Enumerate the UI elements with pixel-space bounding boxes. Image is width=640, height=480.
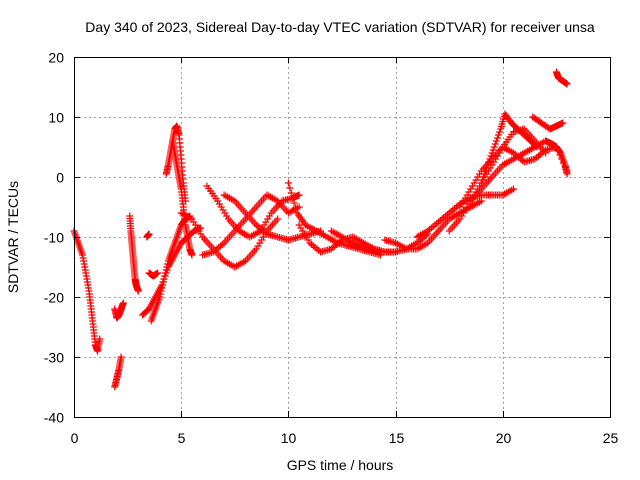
y-tick-label: 20 bbox=[48, 50, 64, 66]
data-point bbox=[292, 204, 300, 212]
data-point bbox=[284, 179, 292, 187]
series-track-8 bbox=[145, 269, 162, 280]
x-axis-label: GPS time / hours bbox=[287, 457, 394, 473]
x-tick-label: 20 bbox=[496, 430, 512, 446]
data-point bbox=[556, 148, 564, 156]
data-point bbox=[532, 142, 540, 150]
series-track-25 bbox=[542, 137, 571, 178]
y-tick-label: 0 bbox=[56, 170, 64, 186]
data-point bbox=[145, 230, 153, 238]
x-tick-label: 5 bbox=[178, 430, 186, 446]
data-point bbox=[510, 185, 518, 193]
data-point bbox=[156, 290, 164, 298]
data-point bbox=[477, 197, 485, 205]
data-point bbox=[286, 184, 294, 192]
y-axis-label: SDTVAR / TECUs bbox=[5, 181, 21, 293]
series-track-18 bbox=[381, 197, 485, 253]
data-marks bbox=[70, 68, 571, 391]
series-track-6 bbox=[143, 230, 153, 241]
data-point bbox=[162, 266, 170, 274]
data-point bbox=[490, 143, 498, 151]
data-point bbox=[488, 149, 496, 157]
data-point bbox=[484, 161, 492, 169]
data-point bbox=[290, 199, 298, 207]
data-point bbox=[486, 155, 494, 163]
data-point bbox=[487, 152, 495, 160]
data-point bbox=[156, 293, 164, 301]
data-point bbox=[477, 179, 485, 187]
chart-title: Day 340 of 2023, Sidereal Day-to-day VTE… bbox=[85, 19, 595, 35]
data-point bbox=[289, 194, 297, 202]
data-point bbox=[96, 335, 104, 343]
data-point bbox=[496, 128, 504, 136]
series-track-13 bbox=[203, 182, 303, 241]
series-track-2 bbox=[111, 353, 125, 391]
y-tick-label: 10 bbox=[48, 110, 64, 126]
data-point bbox=[154, 269, 162, 277]
x-tick-label: 25 bbox=[603, 430, 619, 446]
data-point bbox=[491, 140, 499, 148]
x-tick-label: 10 bbox=[281, 430, 297, 446]
data-point bbox=[159, 281, 167, 289]
x-tick-label: 0 bbox=[71, 430, 79, 446]
series-track-26 bbox=[552, 68, 571, 88]
data-point bbox=[478, 176, 486, 184]
data-point bbox=[157, 287, 165, 295]
series-track-4 bbox=[126, 212, 142, 295]
data-point bbox=[163, 263, 171, 271]
data-point bbox=[160, 275, 168, 283]
data-point bbox=[559, 119, 567, 127]
data-point bbox=[483, 164, 491, 172]
data-point bbox=[489, 146, 497, 154]
data-point bbox=[117, 353, 125, 361]
series-track-10 bbox=[169, 137, 196, 259]
data-point bbox=[188, 251, 196, 259]
data-point bbox=[481, 170, 489, 178]
y-tick-label: -10 bbox=[44, 230, 64, 246]
series-track-24 bbox=[529, 113, 567, 133]
data-point bbox=[161, 269, 169, 277]
data-point bbox=[164, 260, 172, 268]
data-point bbox=[563, 80, 571, 88]
data-point bbox=[563, 170, 571, 178]
axis-ticks: 0 5 10 15 20 25 -40 -30 -20 -10 0 10 20 bbox=[44, 50, 619, 447]
data-point bbox=[485, 158, 493, 166]
data-point bbox=[158, 284, 166, 292]
data-point bbox=[134, 287, 142, 295]
data-point bbox=[295, 203, 303, 211]
data-point bbox=[295, 191, 303, 199]
data-point bbox=[495, 131, 503, 139]
y-tick-label: -30 bbox=[44, 350, 64, 366]
data-point bbox=[159, 278, 167, 286]
series-track-3 bbox=[111, 299, 127, 322]
data-point bbox=[533, 143, 541, 151]
series-track-1 bbox=[70, 227, 104, 355]
data-point bbox=[274, 215, 282, 223]
data-point bbox=[119, 299, 127, 307]
data-point bbox=[492, 137, 500, 145]
y-tick-label: -20 bbox=[44, 290, 64, 306]
data-point bbox=[493, 134, 501, 142]
data-point bbox=[480, 173, 488, 181]
data-point bbox=[287, 189, 295, 197]
y-tick-label: -40 bbox=[44, 410, 64, 426]
series-track-23 bbox=[477, 110, 541, 187]
plot-frame bbox=[74, 57, 611, 418]
x-tick-label: 15 bbox=[389, 430, 405, 446]
data-point bbox=[161, 272, 169, 280]
data-point bbox=[482, 167, 490, 175]
